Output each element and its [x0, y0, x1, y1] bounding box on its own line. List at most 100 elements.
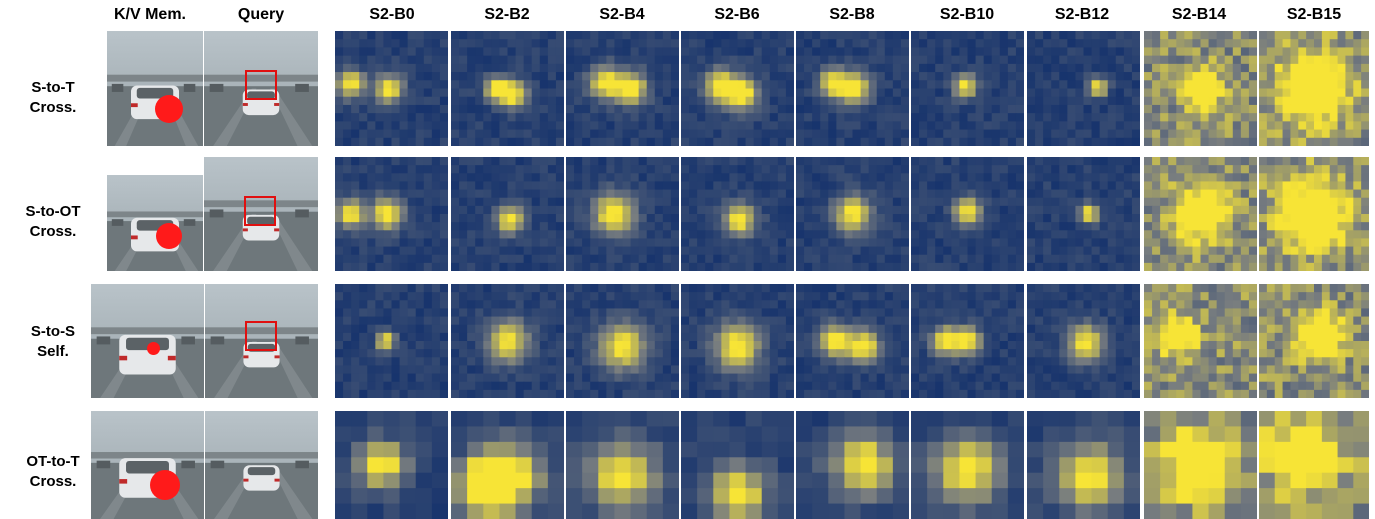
heatmap-cell: [539, 88, 549, 98]
heatmap-cell: [359, 88, 368, 98]
heatmap-cell: [745, 332, 755, 342]
heatmap-cell: [459, 129, 468, 139]
heatmap-cell: [531, 246, 541, 256]
heatmap-cell: [1240, 238, 1250, 248]
heatmap-cell: [1160, 88, 1169, 98]
heatmap-cell: [359, 357, 368, 367]
heatmap-cell: [499, 181, 509, 191]
heatmap-cell: [399, 96, 409, 106]
heatmap-cell: [892, 324, 902, 334]
heatmap-cell: [335, 222, 344, 231]
heatmap-cell: [1232, 80, 1242, 90]
heatmap-cell: [407, 230, 417, 240]
heatmap-cell: [761, 129, 771, 139]
heatmap-cell: [1075, 165, 1085, 174]
heatmap-cell: [1353, 246, 1362, 256]
heatmap-cell: [391, 165, 401, 174]
heatmap-cell: [1200, 222, 1210, 231]
heatmap-cell: [1075, 205, 1085, 215]
heatmap-cell: [582, 173, 591, 183]
heatmap-cell: [804, 324, 813, 334]
heatmap-cell: [697, 292, 706, 301]
heatmap-cell: [614, 262, 624, 271]
heatmap-cell: [761, 308, 771, 318]
heatmap-cell: [335, 324, 344, 334]
heatmap-cell: [566, 357, 575, 367]
heatmap-cell: [1361, 214, 1369, 223]
heatmap-cell: [1027, 72, 1036, 81]
heatmap-cell: [507, 332, 517, 342]
heatmap-cell: [681, 113, 690, 122]
heatmap-cell: [860, 254, 870, 264]
heatmap-cell: [1266, 96, 1276, 106]
heatmap-cell: [785, 222, 794, 231]
heatmap-cell: [1115, 246, 1125, 256]
heatmap-cell: [1123, 137, 1133, 146]
heatmap-cell: [1168, 197, 1177, 207]
heatmap-cell: [415, 238, 425, 248]
heatmap-cell: [1035, 284, 1044, 293]
heatmap-cell: [431, 165, 441, 174]
heatmap-cell: [383, 47, 393, 57]
heatmap-cell: [1007, 197, 1017, 207]
heatmap-cell: [590, 165, 599, 174]
heatmap-cell: [523, 31, 533, 40]
heatmap-cell: [828, 365, 837, 375]
heatmap-cell: [753, 316, 763, 326]
heatmap-r1-c1: [335, 31, 448, 146]
heatmap-cell: [1123, 357, 1133, 367]
heatmap-cell: [598, 357, 607, 367]
heatmap-cell: [1353, 96, 1362, 106]
heatmap-cell: [1043, 72, 1052, 81]
heatmap-cell: [483, 80, 492, 90]
heatmap-cell: [1298, 137, 1307, 146]
heatmap-cell: [1306, 72, 1315, 81]
heatmap-cell: [606, 55, 616, 65]
heatmap-cell: [836, 357, 846, 367]
heatmap-cell: [804, 121, 813, 131]
heatmap-cell: [1123, 332, 1133, 342]
heatmap-cell: [439, 365, 448, 375]
heatmap-cell: [423, 63, 433, 73]
heatmap-cell: [911, 300, 920, 310]
heatmap-cell: [999, 365, 1009, 375]
heatmap-cell: [1208, 121, 1218, 131]
heatmap-cell: [1131, 308, 1140, 318]
heatmap-cell: [499, 197, 509, 207]
heatmap-cell: [622, 129, 632, 139]
heatmap-cell: [375, 137, 385, 146]
heatmap-cell: [737, 113, 747, 122]
heatmap-cell: [547, 262, 557, 271]
heatmap-cell: [1259, 47, 1268, 57]
heatmap-cell: [654, 96, 664, 106]
heatmap-cell: [531, 63, 541, 73]
heatmap-cell: [614, 349, 624, 358]
heatmap-cell: [1144, 88, 1153, 98]
heatmap-cell: [1306, 197, 1315, 207]
heatmap-cell: [1266, 104, 1276, 114]
heatmap-cell: [820, 113, 829, 122]
heatmap-cell: [697, 365, 706, 375]
heatmap-cell: [892, 181, 902, 191]
heatmap-cell: [1152, 47, 1161, 57]
heatmap-cell: [531, 214, 541, 223]
heatmap-cell: [1274, 31, 1284, 40]
heatmap-cell: [975, 113, 985, 122]
heatmap-cell: [967, 47, 977, 57]
heatmap-cell: [423, 332, 433, 342]
heatmap-cell: [753, 308, 763, 318]
heatmap-cell: [812, 197, 821, 207]
heatmap-cell: [654, 129, 664, 139]
heatmap-cell: [531, 373, 541, 383]
heatmap-cell: [531, 157, 541, 166]
heatmap-cell: [1107, 47, 1117, 57]
heatmap-cell: [1107, 238, 1117, 248]
heatmap-cell: [713, 72, 722, 81]
heatmap-cell: [943, 157, 952, 166]
heatmap-cell: [439, 373, 448, 383]
heatmap-cell: [1314, 246, 1323, 256]
heatmap-cell: [991, 238, 1001, 248]
heatmap-cell: [705, 181, 714, 191]
heatmap-cell: [515, 357, 525, 367]
heatmap-cell: [582, 189, 591, 199]
